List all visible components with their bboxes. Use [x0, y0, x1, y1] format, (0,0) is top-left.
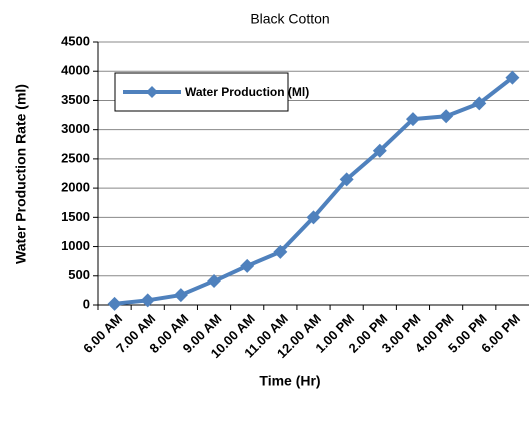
data-line [114, 76, 514, 306]
y-tick-label: 3000 [61, 121, 90, 136]
data-point [306, 210, 321, 225]
y-axis-title: Water Production Rate (ml) [13, 84, 29, 264]
legend-label: Water Production (Ml) [185, 85, 309, 99]
data-point [472, 96, 487, 111]
data-point [207, 274, 222, 289]
y-tick-label: 3500 [61, 92, 90, 107]
y-tick-label: 2000 [61, 180, 90, 195]
y-tick-label: 4000 [61, 63, 90, 78]
legend-marker [146, 86, 158, 98]
data-point [372, 143, 387, 158]
data-point [173, 288, 188, 303]
data-point [339, 172, 354, 187]
data-point [107, 296, 122, 311]
y-tick-label: 1500 [61, 209, 90, 224]
data-point [405, 112, 420, 127]
data-point [240, 258, 255, 273]
y-tick-label: 4500 [61, 33, 90, 48]
y-tick-label: 500 [68, 267, 90, 282]
data-point [505, 70, 520, 85]
data-point [273, 244, 288, 259]
y-tick-label: 1000 [61, 238, 90, 253]
y-tick-label: 2500 [61, 150, 90, 165]
y-tick-label: 0 [83, 296, 90, 311]
chart-title: Black Cotton [250, 11, 329, 27]
x-axis-title: Time (Hr) [259, 373, 320, 389]
data-point [140, 293, 155, 308]
data-point [439, 109, 454, 124]
